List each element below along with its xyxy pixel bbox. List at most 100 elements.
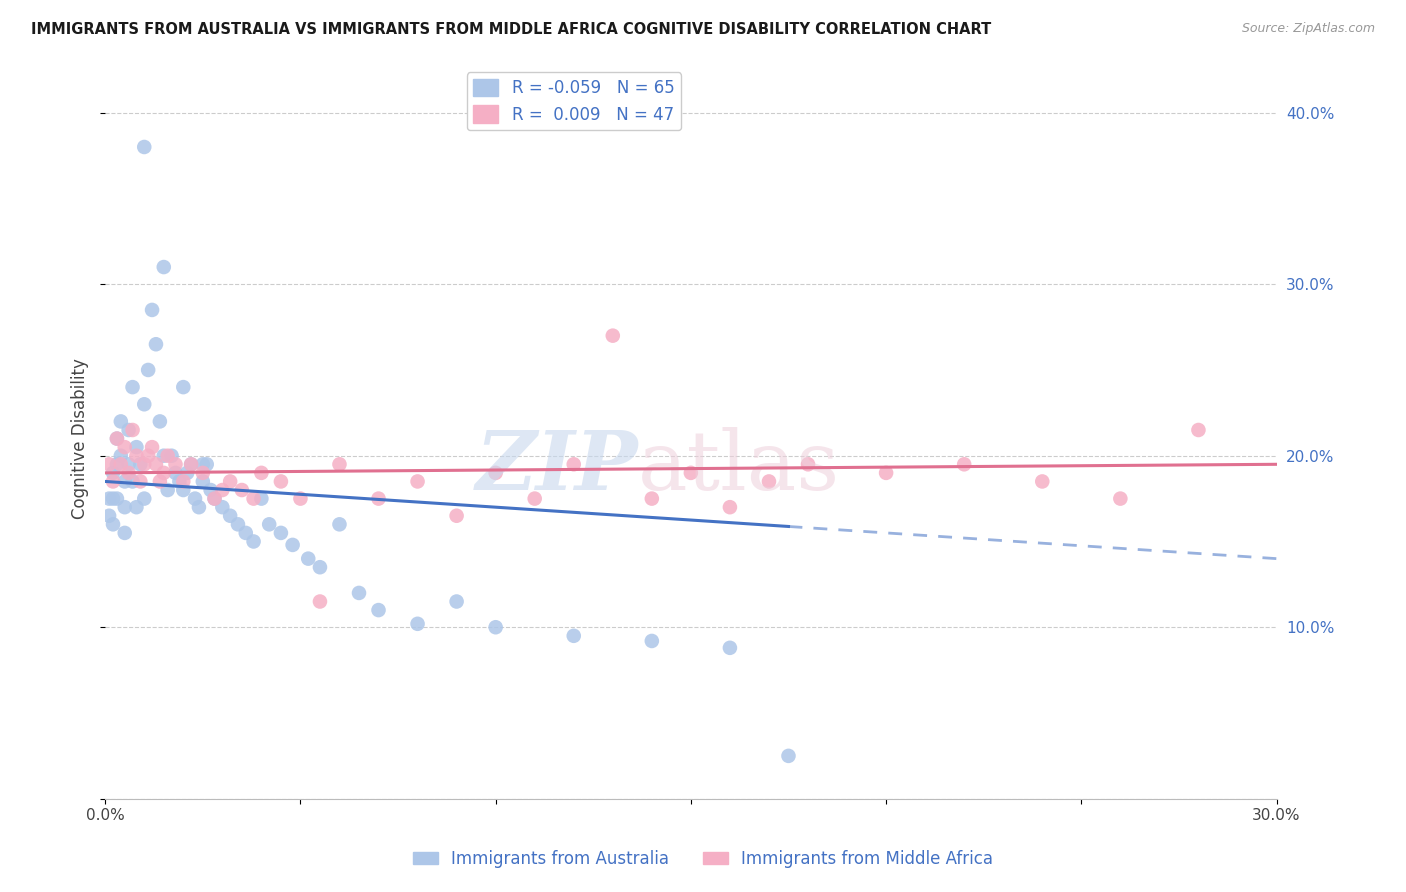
Point [165,458,187,472]
Text: atlas: atlas [638,427,841,508]
Point [718,640,741,655]
Point [290,491,312,506]
Point [129,458,152,472]
Point [134,140,156,154]
Point [114,500,136,515]
Point [446,508,468,523]
Point [149,475,172,489]
Point [136,449,159,463]
Point [219,508,242,523]
Point [101,466,124,480]
Point [367,603,389,617]
Point [98,508,121,523]
Point [1031,475,1053,489]
Point [105,458,128,472]
Point [117,458,139,472]
Point [270,525,292,540]
Point [134,491,156,506]
Point [204,491,226,506]
Point [101,491,124,506]
Point [134,458,156,472]
Text: Source: ZipAtlas.com: Source: ZipAtlas.com [1241,22,1375,36]
Point [152,466,174,480]
Text: ZIP: ZIP [475,427,638,508]
Point [125,449,148,463]
Point [114,525,136,540]
Point [136,363,159,377]
Point [125,500,148,515]
Point [204,491,226,506]
Point [110,458,132,472]
Point [141,302,163,317]
Point [184,491,207,506]
Text: IMMIGRANTS FROM AUSTRALIA VS IMMIGRANTS FROM MIDDLE AFRICA COGNITIVE DISABILITY : IMMIGRANTS FROM AUSTRALIA VS IMMIGRANTS … [31,22,991,37]
Point [367,491,389,506]
Point [141,440,163,454]
Point [110,449,132,463]
Point [200,483,222,497]
Point [187,500,209,515]
Point [242,491,264,506]
Point [160,449,183,463]
Point [191,458,214,472]
Point [149,414,172,428]
Point [523,491,546,506]
Point [105,432,128,446]
Point [281,538,304,552]
Point [270,475,292,489]
Legend: Immigrants from Australia, Immigrants from Middle Africa: Immigrants from Australia, Immigrants fr… [406,844,1000,875]
Point [679,466,702,480]
Point [156,483,179,497]
Point [778,748,800,763]
Point [114,440,136,454]
Point [180,458,202,472]
Point [602,328,624,343]
Point [1187,423,1209,437]
Point [152,449,174,463]
Point [172,483,194,497]
Point [110,414,132,428]
Point [309,560,332,574]
Point [758,475,780,489]
Point [485,466,508,480]
Point [797,458,820,472]
Point [195,458,218,472]
Point [562,629,585,643]
Point [121,380,143,394]
Point [101,475,124,489]
Point [125,440,148,454]
Point [101,517,124,532]
Point [211,483,233,497]
Point [117,423,139,437]
Point [231,483,253,497]
Point [134,397,156,411]
Point [309,594,332,608]
Point [953,458,976,472]
Point [114,475,136,489]
Point [165,466,187,480]
Point [250,491,273,506]
Point [172,380,194,394]
Point [105,491,128,506]
Point [562,458,585,472]
Point [641,491,664,506]
Point [145,337,167,351]
Point [718,500,741,515]
Point [117,466,139,480]
Y-axis label: Cognitive Disability: Cognitive Disability [72,358,89,519]
Point [191,466,214,480]
Point [219,475,242,489]
Point [485,620,508,634]
Point [235,525,257,540]
Point [328,517,350,532]
Point [172,475,194,489]
Point [121,475,143,489]
Point [152,260,174,274]
Point [297,551,319,566]
Point [169,475,191,489]
Point [446,594,468,608]
Point [180,458,202,472]
Point [875,466,897,480]
Point [176,466,198,480]
Point [156,449,179,463]
